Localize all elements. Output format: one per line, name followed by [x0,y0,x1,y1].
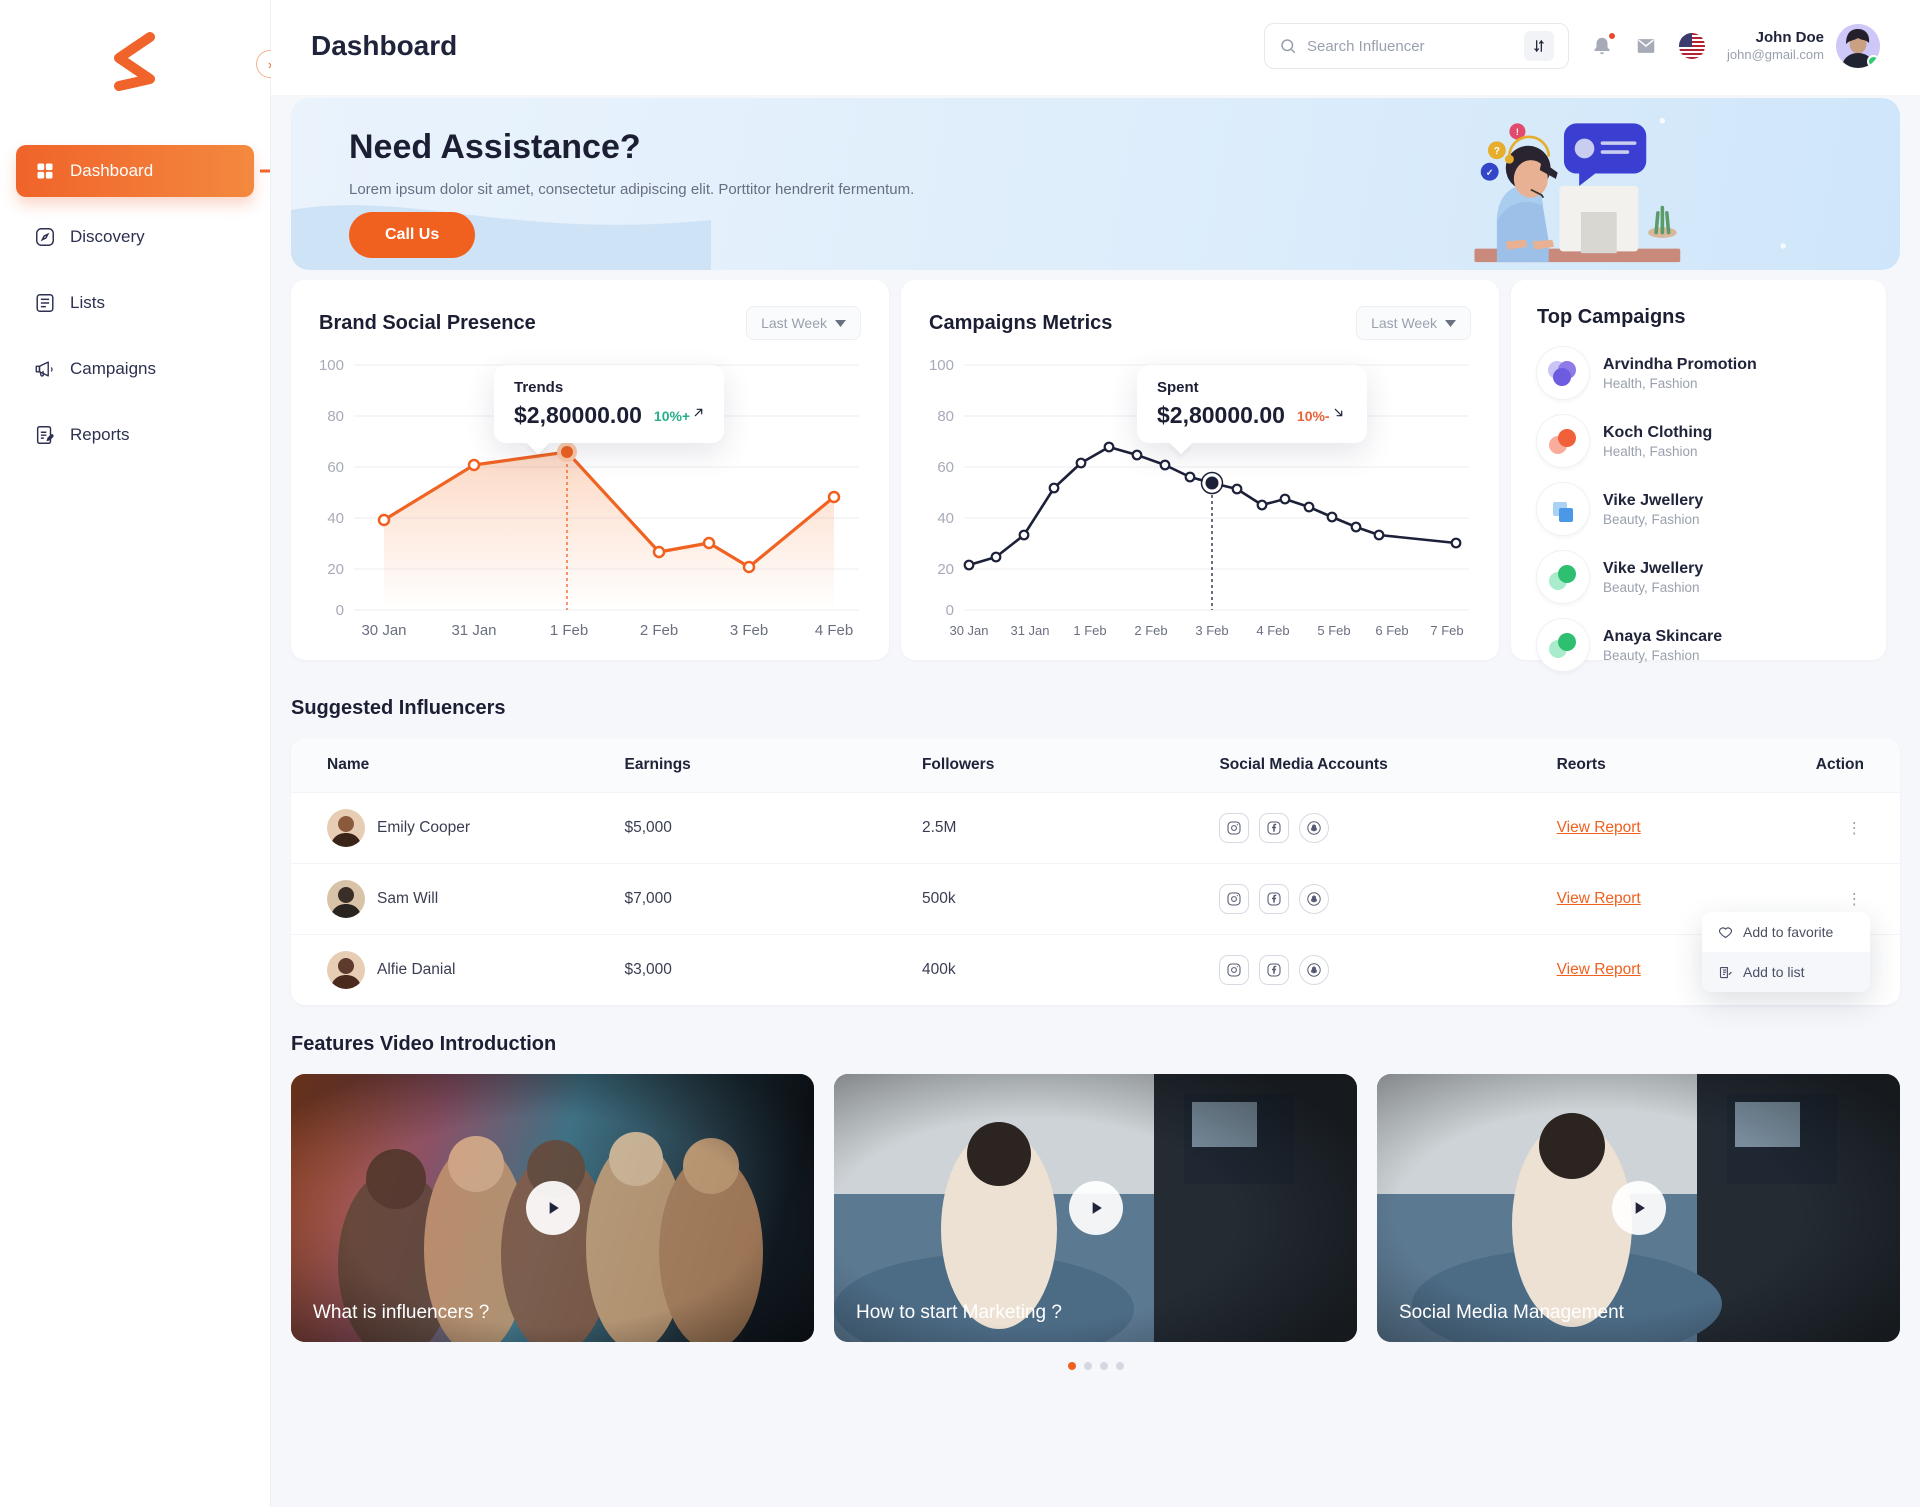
svg-text:!: ! [1516,127,1519,137]
svg-text:3 Feb: 3 Feb [730,622,768,639]
svg-text:0: 0 [336,602,344,619]
svg-text:20: 20 [327,561,344,578]
svg-text:20: 20 [937,561,954,578]
svg-text:40: 40 [327,510,344,527]
svg-text:40: 40 [937,510,954,527]
svg-text:5 Feb: 5 Feb [1317,623,1350,638]
svg-text:80: 80 [937,408,954,425]
svg-text:6 Feb: 6 Feb [1375,623,1408,638]
svg-text:30 Jan: 30 Jan [949,623,988,638]
svg-text:2 Feb: 2 Feb [640,622,678,639]
svg-text:3 Feb: 3 Feb [1195,623,1228,638]
svg-text:✓: ✓ [1486,167,1494,177]
svg-text:1 Feb: 1 Feb [550,622,588,639]
svg-text:31 Jan: 31 Jan [1010,623,1049,638]
svg-text:60: 60 [327,459,344,476]
svg-text:4 Feb: 4 Feb [1256,623,1289,638]
svg-text:0: 0 [946,602,954,619]
svg-text:30 Jan: 30 Jan [361,622,406,639]
svg-text:31 Jan: 31 Jan [451,622,496,639]
svg-text:100: 100 [319,357,344,374]
svg-text:7 Feb: 7 Feb [1430,623,1463,638]
svg-text:100: 100 [929,357,954,374]
svg-text:1 Feb: 1 Feb [1073,623,1106,638]
svg-text:2 Feb: 2 Feb [1134,623,1167,638]
svg-text:?: ? [1494,146,1500,157]
svg-text:60: 60 [937,459,954,476]
svg-text:80: 80 [327,408,344,425]
svg-text:4 Feb: 4 Feb [815,622,853,639]
